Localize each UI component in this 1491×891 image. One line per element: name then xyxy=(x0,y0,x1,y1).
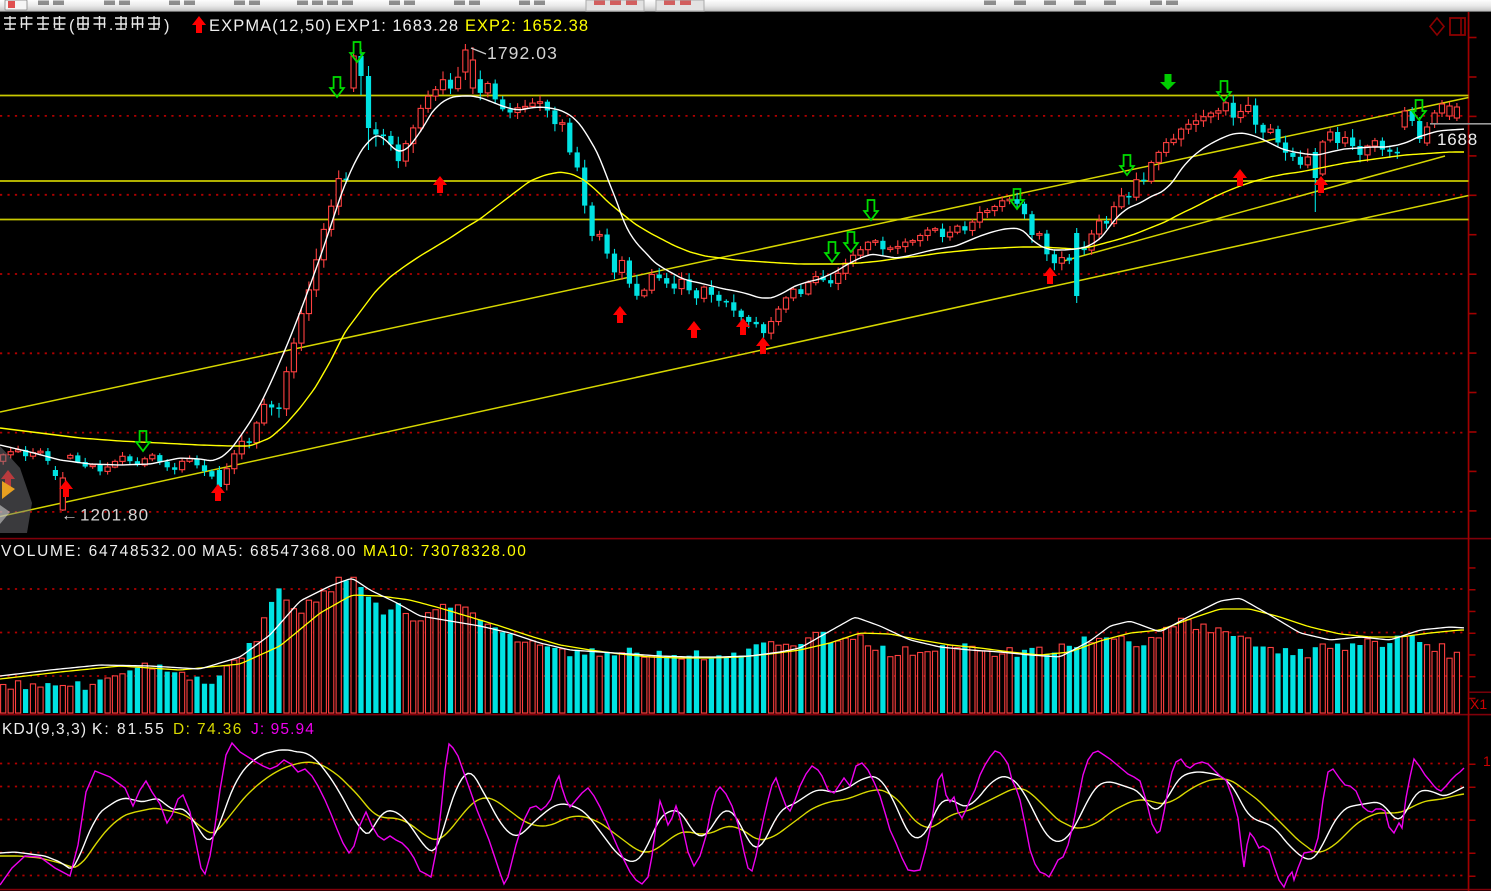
svg-text:1: 1 xyxy=(1483,753,1491,769)
svg-text:MA5: 68547368.00: MA5: 68547368.00 xyxy=(202,543,357,560)
svg-text:←: ← xyxy=(61,506,78,525)
svg-text:VOLUME: 64748532.00: VOLUME: 64748532.00 xyxy=(1,543,198,560)
svg-text:(: ( xyxy=(69,17,75,35)
svg-text:): ) xyxy=(164,17,170,35)
svg-text:EXP1: 1683.28: EXP1: 1683.28 xyxy=(335,17,459,35)
svg-text:KDJ(9,3,3): KDJ(9,3,3) xyxy=(2,721,87,738)
svg-text:X1: X1 xyxy=(1470,696,1487,712)
svg-text:J: 95.94: J: 95.94 xyxy=(251,721,315,738)
svg-text:1201.80: 1201.80 xyxy=(80,506,149,525)
svg-text:MA10: 73078328.00: MA10: 73078328.00 xyxy=(363,543,527,560)
svg-text:EXPMA(12,50): EXPMA(12,50) xyxy=(209,17,332,35)
svg-text:EXP2: 1652.38: EXP2: 1652.38 xyxy=(465,17,589,35)
svg-text:K: 81.55: K: 81.55 xyxy=(92,721,166,738)
svg-text:D: 74.36: D: 74.36 xyxy=(173,721,243,738)
svg-text:1792.03: 1792.03 xyxy=(487,43,558,63)
svg-text:.: . xyxy=(109,17,113,34)
svg-text:1688: 1688 xyxy=(1437,130,1478,149)
